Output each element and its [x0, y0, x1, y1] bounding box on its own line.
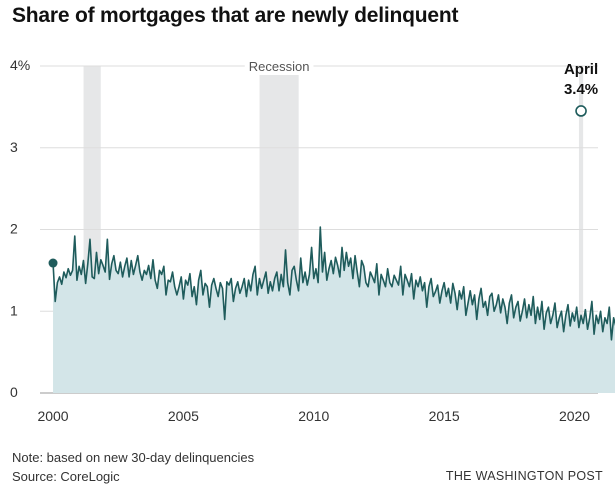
line-chart: 0 1 2 3 4% 2000 2005 2010 2015 2020 Recession Ap… — [10, 57, 615, 424]
recession-label-background — [244, 58, 314, 75]
y-tick-label: 2 — [10, 221, 18, 237]
x-tick-label: 2010 — [298, 408, 329, 424]
publisher-credit: THE WASHINGTON POST — [445, 469, 603, 483]
y-axis-ticks: 0 1 2 3 4% — [10, 57, 30, 400]
chart-note: Note: based on new 30-day delinquencies — [12, 450, 255, 465]
chart-source: Source: CoreLogic — [12, 469, 120, 484]
start-point — [48, 258, 58, 268]
x-axis-ticks: 2000 2005 2010 2015 2020 — [37, 408, 590, 424]
x-tick-label: 2000 — [37, 408, 68, 424]
x-tick-label: 2020 — [559, 408, 590, 424]
callout-label-value: 3.4% — [564, 81, 598, 98]
delinquency-line — [52, 226, 615, 341]
delinquency-area — [53, 227, 615, 393]
y-tick-label: 1 — [10, 302, 18, 318]
y-tick-label: 3 — [10, 139, 18, 155]
callout-label-month: April — [564, 61, 598, 78]
end-point — [575, 105, 587, 117]
x-tick-label: 2015 — [429, 408, 460, 424]
y-tick-label: 0 — [10, 384, 18, 400]
x-tick-label: 2005 — [168, 408, 199, 424]
y-tick-label: 4% — [10, 57, 30, 73]
recession-label: Recession — [249, 59, 310, 74]
chart-title: Share of mortgages that are newly delinq… — [12, 4, 459, 27]
data-points — [48, 105, 587, 268]
